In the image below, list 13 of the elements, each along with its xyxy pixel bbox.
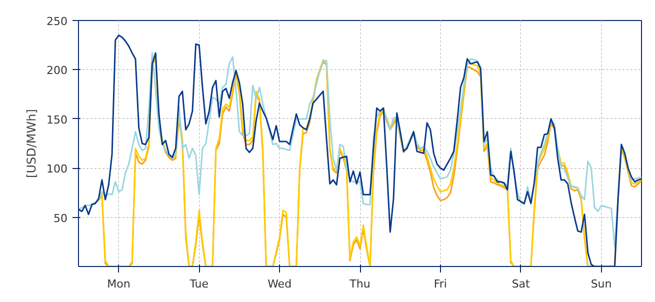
y-axis-title: [USD/MWh] xyxy=(24,109,39,178)
x-tick-label: Sun xyxy=(590,278,612,290)
y-tick-label: 100 xyxy=(46,162,68,176)
y-tick-label: 200 xyxy=(46,64,68,78)
x-tick-label: Sat xyxy=(512,278,531,290)
y-tick-label: 150 xyxy=(46,113,68,126)
x-tick-label: Tue xyxy=(188,278,209,290)
x-tick-label: Wed xyxy=(268,278,292,290)
x-tick-label: Fri xyxy=(434,278,447,290)
x-tick-label: Thu xyxy=(348,278,370,290)
y-tick-label: 50 xyxy=(54,212,68,225)
x-tick-label: Mon xyxy=(107,278,130,290)
y-tick-label: 250 xyxy=(46,15,68,28)
